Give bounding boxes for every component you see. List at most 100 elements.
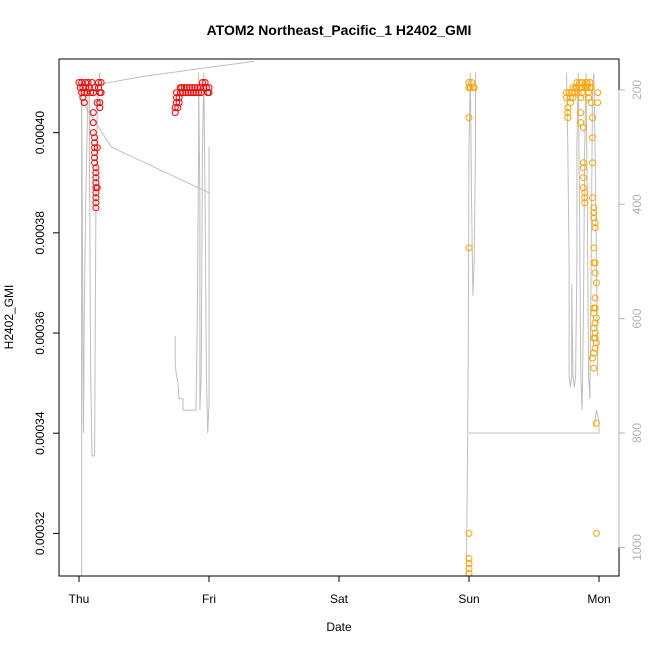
data-point <box>184 89 192 97</box>
data-point <box>465 114 473 122</box>
data-point <box>93 144 101 152</box>
data-point <box>591 294 599 302</box>
y-tick-label: 0.00032 <box>33 511 47 555</box>
data-point <box>78 89 86 97</box>
pressure-line-layer <box>81 60 600 576</box>
data-point <box>594 89 602 97</box>
data-point <box>590 204 598 212</box>
data-point <box>175 94 183 102</box>
pressure-line-segment-4 <box>469 409 600 434</box>
data-point <box>579 164 587 172</box>
chart-title: ATOM2 Northeast_Pacific_1 H2402_GMI <box>207 22 472 38</box>
data-point <box>592 339 600 347</box>
data-point <box>84 79 92 86</box>
x-tick-label: Sat <box>330 592 349 606</box>
data-point <box>591 329 599 337</box>
data-point <box>171 104 179 112</box>
data-point <box>97 89 105 97</box>
data-point <box>466 84 474 92</box>
data-point <box>195 89 203 97</box>
data-point <box>191 84 199 92</box>
y-axis-label: H2402_GMI <box>2 285 16 350</box>
data-point <box>465 244 473 252</box>
data-point <box>591 269 599 277</box>
data-point <box>176 89 184 97</box>
data-point <box>591 319 599 327</box>
data-point <box>578 79 586 86</box>
data-point <box>592 529 600 537</box>
data-point <box>91 134 99 142</box>
data-point <box>92 164 100 172</box>
data-point <box>92 174 100 182</box>
data-point <box>591 224 599 232</box>
data-point <box>465 560 473 567</box>
data-point <box>579 184 587 192</box>
data-point <box>92 204 100 212</box>
data-point <box>590 364 598 372</box>
data-point <box>590 304 598 312</box>
data-point <box>590 209 598 217</box>
data-point <box>470 84 478 92</box>
data-point <box>565 89 573 97</box>
data-point <box>591 334 599 342</box>
data-point <box>89 129 97 137</box>
data-point <box>189 89 197 97</box>
right-y-axis: 200 400 600 800 1000 <box>618 80 644 561</box>
data-point <box>581 199 589 207</box>
data-point <box>89 109 97 117</box>
data-point <box>201 79 209 86</box>
data-point <box>180 84 188 92</box>
data-point <box>590 324 598 332</box>
data-point <box>179 89 187 97</box>
pressure-line-segment-3 <box>465 72 476 576</box>
data-point <box>178 84 186 92</box>
data-point <box>183 84 191 92</box>
data-point <box>465 529 473 537</box>
data-point <box>182 89 190 97</box>
data-points-layer <box>75 79 602 576</box>
data-point <box>186 84 193 92</box>
data-point <box>589 114 596 122</box>
data-point <box>92 194 100 202</box>
data-point <box>96 99 104 107</box>
data-point <box>592 314 600 322</box>
data-point <box>564 114 572 122</box>
data-point <box>592 419 600 427</box>
right-tick-label: 800 <box>630 423 644 443</box>
data-point <box>92 199 100 207</box>
y-tick-label: 0.00040 <box>33 111 47 155</box>
y-axis: 0.00032 0.00034 0.00036 0.00038 0.00040 <box>33 111 60 555</box>
data-point <box>76 84 84 92</box>
data-point <box>581 189 589 197</box>
data-point <box>91 159 99 167</box>
data-point <box>591 219 599 227</box>
x-tick-label: Mon <box>587 592 610 606</box>
data-point <box>89 119 97 127</box>
data-point <box>569 94 577 102</box>
data-point <box>79 94 87 102</box>
data-point <box>80 99 88 107</box>
data-point <box>95 79 102 86</box>
data-point <box>578 84 586 92</box>
data-point <box>92 169 100 177</box>
data-point <box>592 279 600 287</box>
data-point <box>587 99 595 107</box>
right-tick-label: 400 <box>630 194 644 214</box>
x-tick-label: Thu <box>69 592 90 606</box>
y-tick-label: 0.00036 <box>33 311 47 355</box>
data-point <box>465 565 473 572</box>
data-point <box>587 84 595 92</box>
data-point <box>92 179 100 187</box>
data-point <box>579 174 587 182</box>
data-point <box>205 89 213 97</box>
x-axis: Thu Fri Sat Sun Mon <box>69 575 611 606</box>
data-point <box>577 109 585 117</box>
plot-frame <box>58 58 620 577</box>
pressure-line-segment-2 <box>174 72 210 434</box>
data-point <box>577 94 585 102</box>
data-point <box>579 159 587 167</box>
data-point <box>589 194 596 202</box>
data-point <box>205 84 213 92</box>
data-point <box>589 354 596 362</box>
